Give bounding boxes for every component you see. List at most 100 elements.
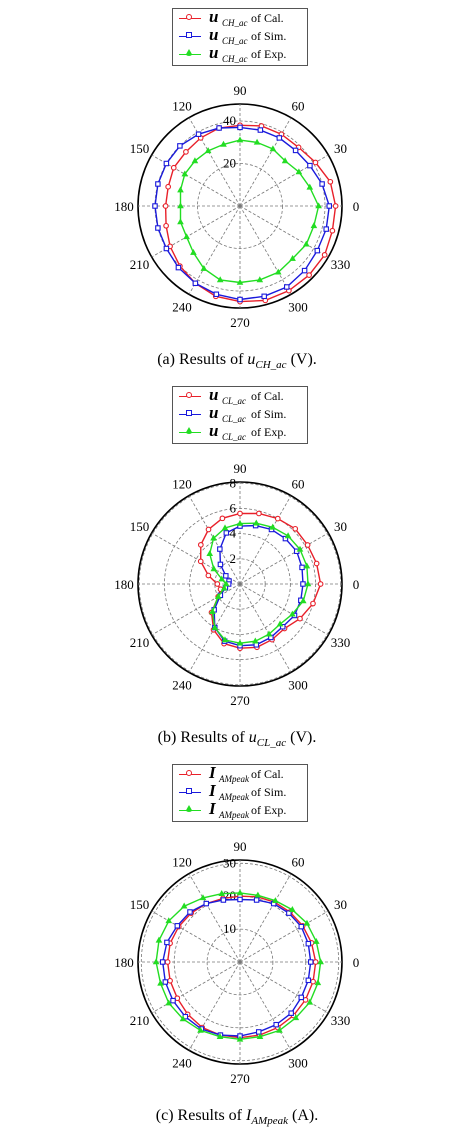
legend-c: I AMpeak of Cal. I AMpeak of Sim. I AMpe… [172, 764, 308, 822]
angle-tick-label: 120 [172, 99, 192, 114]
legend-symbol: u [209, 403, 219, 422]
data-point [206, 550, 214, 557]
data-point [276, 620, 284, 627]
data-point [284, 532, 292, 539]
angle-tick-label: 270 [230, 315, 250, 330]
legend-b: u CL_ac of Cal. u CL_ac of Sim. u CL_ac … [172, 386, 308, 444]
data-point [236, 889, 244, 896]
angle-spoke [239, 583, 292, 673]
data-point [155, 936, 163, 943]
caption-subscript: AMpeak [251, 1115, 288, 1128]
data-point [190, 248, 197, 255]
data-point [298, 923, 305, 930]
caption-prefix: (c) Results of [155, 1107, 246, 1124]
data-point [162, 979, 169, 985]
angle-spoke [239, 961, 292, 1051]
data-point [253, 138, 261, 145]
data-point [301, 267, 308, 274]
legend-entry: I AMpeak of Sim. [173, 781, 307, 802]
angle-tick-label: 240 [172, 1055, 192, 1070]
legend-symbol: u [209, 25, 219, 44]
data-point [276, 135, 283, 141]
data-point [152, 203, 158, 209]
data-point [180, 902, 188, 909]
data-point [170, 164, 177, 171]
data-point [273, 1021, 279, 1028]
legend-label: of Sim. [251, 29, 287, 43]
angle-tick-label: 90 [234, 83, 247, 98]
angle-tick-label: 60 [292, 477, 305, 492]
data-point [303, 919, 311, 926]
legend-subscript: CL_ac [222, 432, 247, 442]
data-point [237, 896, 243, 903]
data-point [283, 284, 290, 290]
series-line [208, 522, 309, 644]
data-point [223, 573, 229, 579]
angle-spoke [188, 205, 241, 295]
data-point [195, 131, 202, 137]
data-point [326, 203, 332, 209]
data-point [220, 584, 228, 591]
angle-tick-label: 240 [172, 299, 192, 314]
series-triangle [177, 136, 322, 285]
data-point [179, 1015, 187, 1022]
caption-subscript: CL_ac [256, 737, 287, 750]
data-point [170, 997, 176, 1004]
data-point [282, 535, 289, 542]
angle-spoke [239, 495, 292, 585]
data-point [159, 959, 166, 965]
legend-label: of Sim. [251, 785, 287, 799]
data-point [163, 245, 170, 252]
caption-suffix: (V). [286, 729, 317, 746]
data-point [204, 147, 212, 154]
data-point [286, 910, 292, 916]
angle-tick-label: 120 [172, 855, 192, 870]
data-point [256, 1033, 264, 1039]
legend-label: of Cal. [251, 767, 284, 781]
series-triangle [206, 519, 312, 646]
data-point [214, 592, 222, 599]
radial-grid-circle [140, 862, 340, 1062]
angle-tick-label: 90 [234, 461, 247, 476]
data-point [183, 149, 189, 155]
angle-tick-label: 0 [353, 955, 360, 970]
data-point [187, 909, 193, 915]
caption-a: (a) Results of uCH_ac (V). [0, 350, 474, 375]
series-square [152, 124, 332, 303]
legend-symbol: I [209, 781, 216, 800]
data-point [296, 545, 304, 552]
data-point [214, 581, 221, 587]
radial-tick-label: 6 [230, 500, 237, 515]
radial-tick-label: 8 [230, 475, 237, 490]
data-point [314, 247, 321, 254]
legend-label: of Exp. [251, 47, 287, 61]
data-point [219, 515, 226, 522]
legend-entry: u CH_ac of Exp. [173, 44, 307, 64]
data-point [261, 293, 267, 300]
data-point [306, 998, 314, 1005]
legend-symbol: u [209, 421, 219, 440]
data-point [210, 534, 217, 541]
data-point [199, 894, 207, 901]
angle-tick-label: 300 [288, 299, 308, 314]
data-point [197, 1026, 204, 1033]
data-point [217, 546, 223, 552]
data-point [255, 1029, 262, 1035]
data-point [237, 124, 243, 131]
data-point [312, 959, 319, 965]
data-point [288, 1010, 294, 1016]
data-point [218, 890, 226, 896]
angle-spoke [239, 205, 292, 295]
data-point [220, 897, 227, 903]
legend-subscript: CH_ac [222, 36, 248, 46]
data-point [310, 978, 316, 985]
data-point [177, 143, 183, 149]
radial-tick-label: 10 [223, 921, 236, 936]
legend-symbol: I [209, 763, 216, 782]
angle-tick-label: 150 [130, 897, 150, 912]
series-triangle [152, 889, 324, 1042]
angle-tick-label: 210 [130, 635, 150, 650]
caption-suffix: (V). [286, 351, 317, 368]
data-point [177, 186, 184, 193]
data-point [236, 136, 244, 143]
